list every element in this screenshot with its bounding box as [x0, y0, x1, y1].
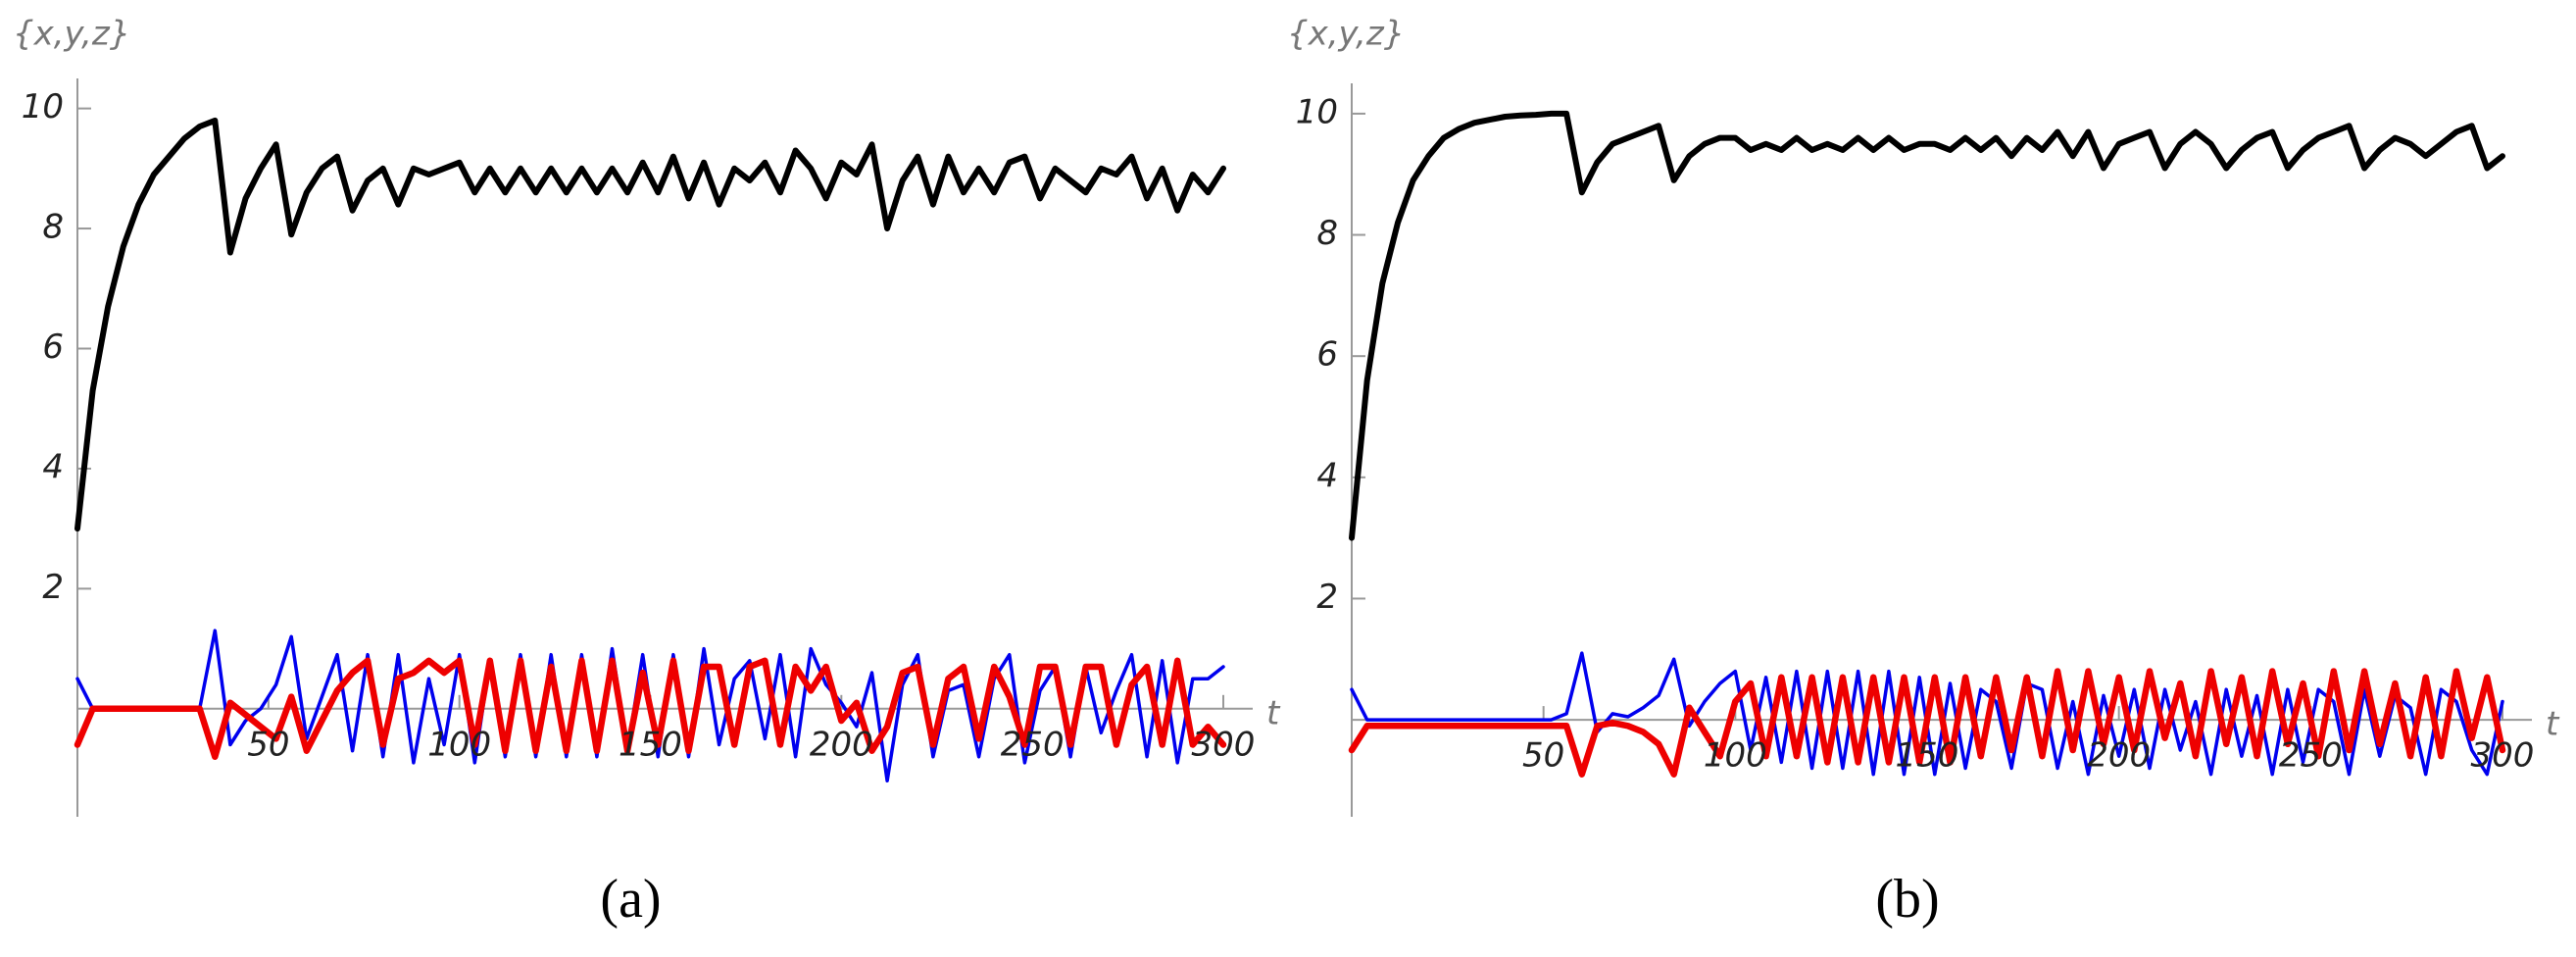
- x-tick-label: 50: [1522, 736, 1564, 776]
- y-tick-label: 4: [42, 447, 64, 486]
- panel-label: (b): [1875, 869, 1939, 930]
- y-axis-label: {x,y,z}: [13, 15, 130, 54]
- x-tick-label: 150: [619, 725, 682, 764]
- series-line: [1348, 668, 2506, 778]
- series-line: [74, 117, 1226, 532]
- y-tick-label: 6: [42, 327, 64, 367]
- x-axis-label: t: [1266, 693, 1281, 732]
- series-line: [74, 657, 1227, 761]
- y-tick-label: 6: [1316, 335, 1338, 375]
- series-line: [1349, 110, 2505, 541]
- x-tick-label: 100: [1704, 736, 1767, 776]
- y-tick-label: 4: [1316, 456, 1338, 495]
- y-tick-label: 2: [42, 568, 64, 607]
- x-tick-label: 300: [2471, 736, 2535, 776]
- x-tick-label: 200: [810, 725, 873, 764]
- y-axis-label: {x,y,z}: [1287, 15, 1405, 54]
- x-tick-label: 300: [1192, 725, 1256, 764]
- x-tick-label: 150: [1896, 736, 1959, 776]
- y-tick-label: 10: [1296, 92, 1338, 131]
- x-tick-label: 200: [2087, 736, 2151, 776]
- y-tick-label: 10: [22, 87, 64, 126]
- y-tick-label: 8: [1316, 214, 1338, 253]
- panel-label: (a): [600, 869, 661, 930]
- x-tick-label: 100: [427, 725, 491, 764]
- x-axis-label: t: [2546, 705, 2560, 744]
- y-tick-label: 2: [1316, 578, 1338, 617]
- x-tick-label: 250: [2279, 736, 2343, 776]
- x-tick-label: 50: [247, 725, 289, 764]
- x-tick-label: 250: [1001, 725, 1065, 764]
- y-tick-label: 8: [42, 208, 64, 247]
